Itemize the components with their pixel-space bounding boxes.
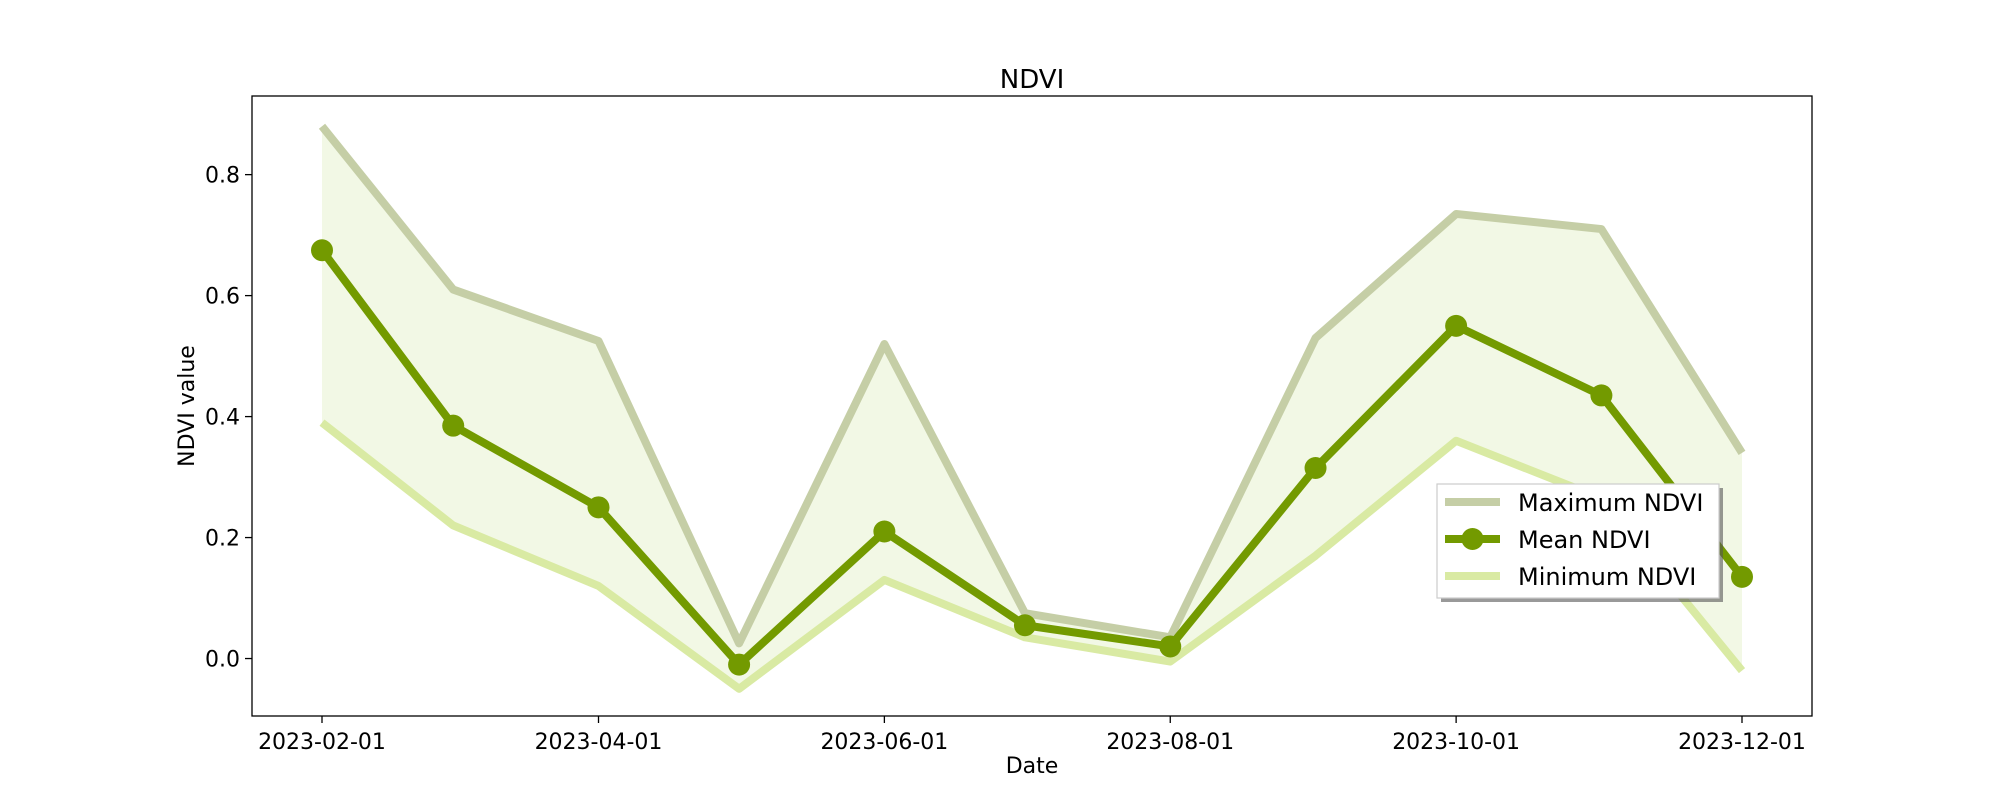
mean-ndvi-point xyxy=(311,239,333,262)
mean-ndvi-point xyxy=(1445,314,1468,337)
mean-ndvi-point xyxy=(1013,614,1036,637)
legend-item-minimum-ndvi: Minimum NDVI xyxy=(1445,563,1696,591)
range-fill-layer xyxy=(322,126,1742,689)
mean-ndvi-point xyxy=(1159,635,1182,658)
y-tick-label: 0.0 xyxy=(205,648,240,673)
y-tick-label: 0.2 xyxy=(205,527,240,552)
legend-marker xyxy=(1461,528,1484,550)
x-tick-label: 2023-08-01 xyxy=(1106,730,1234,755)
plot-frame xyxy=(251,95,1813,717)
series-lines-layer xyxy=(311,123,1753,693)
mean-ndvi-point xyxy=(587,496,610,519)
x-tick-label: 2023-12-01 xyxy=(1678,730,1806,755)
x-tick-label: 2023-06-01 xyxy=(820,730,948,755)
mean-ndvi-point xyxy=(1590,384,1613,407)
x-tick-label: 2023-02-01 xyxy=(258,730,386,755)
y-axis-label: NDVI value xyxy=(175,345,200,467)
legend-item-mean-ndvi: Mean NDVI xyxy=(1445,526,1651,554)
mean-ndvi-point xyxy=(1731,565,1753,588)
legend-item-maximum-ndvi: Maximum NDVI xyxy=(1445,489,1703,517)
y-tick-label: 0.6 xyxy=(205,285,240,310)
y-tick-label: 0.4 xyxy=(205,406,240,431)
min-max-range-fill xyxy=(322,126,1742,689)
x-axis-label: Date xyxy=(1006,754,1059,779)
maximum-ndvi-line xyxy=(318,123,1746,648)
y-tick-label: 0.8 xyxy=(205,164,240,189)
x-axis: 2023-02-01 2023-04-01 2023-06-01 2023-08-01… xyxy=(258,716,1806,755)
mean-ndvi-point xyxy=(442,414,465,437)
mean-ndvi-point xyxy=(1304,457,1327,479)
y-axis: 0.0 0.2 0.4 0.6 0.8 xyxy=(205,164,252,673)
chart-title: NDVI xyxy=(1000,65,1064,95)
x-tick-label: 2023-10-01 xyxy=(1392,730,1520,755)
legend-label: Mean NDVI xyxy=(1518,526,1651,554)
mean-ndvi-point xyxy=(873,520,896,543)
mean-ndvi-point xyxy=(728,653,751,676)
legend: Maximum NDVI Mean NDVI Minimum NDVI xyxy=(1436,483,1723,602)
legend-label: Minimum NDVI xyxy=(1518,563,1696,591)
x-tick-label: 2023-04-01 xyxy=(535,730,663,755)
minimum-ndvi-line xyxy=(319,419,1746,693)
legend-label: Maximum NDVI xyxy=(1518,489,1703,517)
